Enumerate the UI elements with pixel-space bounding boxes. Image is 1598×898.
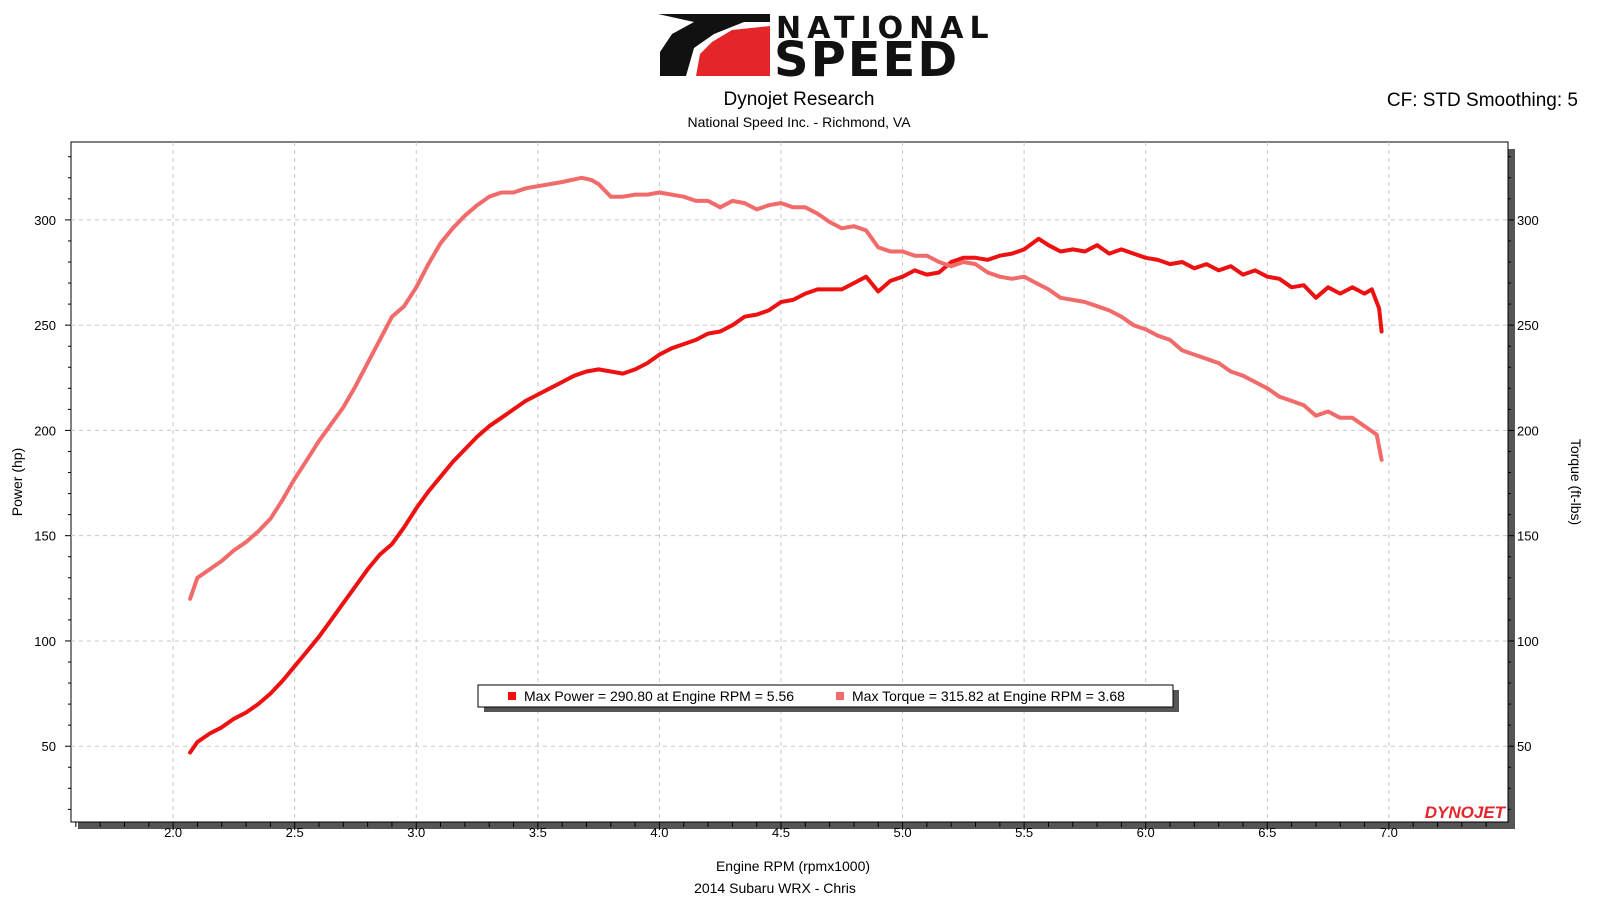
x-tick-label: 2.0 [164, 825, 182, 840]
y-axis-right-label: Torque (ft-lbs) [1568, 439, 1584, 525]
chart-subtitle: National Speed Inc. - Richmond, VA [687, 114, 911, 130]
x-tick-label: 2.5 [286, 825, 304, 840]
y-left-tick-label: 200 [34, 423, 56, 438]
x-tick-label: 6.5 [1258, 825, 1276, 840]
logo-word-speed: SPEED [774, 32, 959, 88]
y-right-tick-label: 300 [1517, 213, 1539, 228]
x-tick-label: 5.5 [1015, 825, 1033, 840]
national-speed-logo: NATIONAL SPEED [658, 11, 995, 88]
x-tick-label: 5.0 [894, 825, 912, 840]
dynojet-brand: DYNOJET [1425, 803, 1507, 822]
axes: 2.0 2.5 3.0 3.5 4.0 4.5 5.0 5.5 6.0 6.5 7.0 50 50 100… [34, 156, 1539, 840]
y-left-tick-label: 250 [34, 318, 56, 333]
legend-torque-text: Max Torque = 315.82 at Engine RPM = 3.68 [852, 688, 1125, 704]
legend-power-swatch [508, 692, 516, 700]
plot-area [70, 141, 1509, 823]
y-left-tick-label: 50 [42, 739, 56, 754]
settings-label: CF: STD Smoothing: 5 [1387, 90, 1578, 111]
torque-curve [188, 175, 1384, 601]
series [188, 175, 1384, 755]
legend: Max Power = 290.80 at Engine RPM = 5.56 … [477, 684, 1179, 712]
y-right-tick-label: 100 [1517, 634, 1539, 649]
y-right-tick-label: 250 [1517, 318, 1539, 333]
legend-box [477, 684, 1174, 708]
x-tick-label: 6.0 [1137, 825, 1155, 840]
run-label: 2014 Subaru WRX - Chris [694, 880, 856, 896]
x-tick-label: 3.0 [407, 825, 425, 840]
legend-torque-swatch [836, 692, 844, 700]
legend-power-text: Max Power = 290.80 at Engine RPM = 5.56 [524, 688, 794, 704]
chart-title: Dynojet Research [723, 89, 874, 110]
y-left-tick-label: 150 [34, 529, 56, 544]
x-tick-label: 4.0 [650, 825, 668, 840]
x-tick-label: 4.5 [772, 825, 790, 840]
logo-black-mark [658, 14, 770, 76]
y-left-tick-label: 300 [34, 213, 56, 228]
y-right-tick-label: 150 [1517, 529, 1539, 544]
y-axis-left-label: Power (hp) [9, 448, 25, 516]
logo-red-mark [696, 26, 770, 76]
y-right-tick-label: 50 [1517, 739, 1531, 754]
logo-word-national: NATIONAL [776, 11, 995, 46]
power-curve [188, 236, 1384, 755]
y-left-tick-label: 100 [34, 634, 56, 649]
x-tick-label: 7.0 [1380, 825, 1398, 840]
x-tick-label: 3.5 [529, 825, 547, 840]
y-right-tick-label: 200 [1517, 423, 1539, 438]
x-axis-label: Engine RPM (rpmx1000) [716, 858, 870, 874]
grid [71, 142, 1508, 822]
